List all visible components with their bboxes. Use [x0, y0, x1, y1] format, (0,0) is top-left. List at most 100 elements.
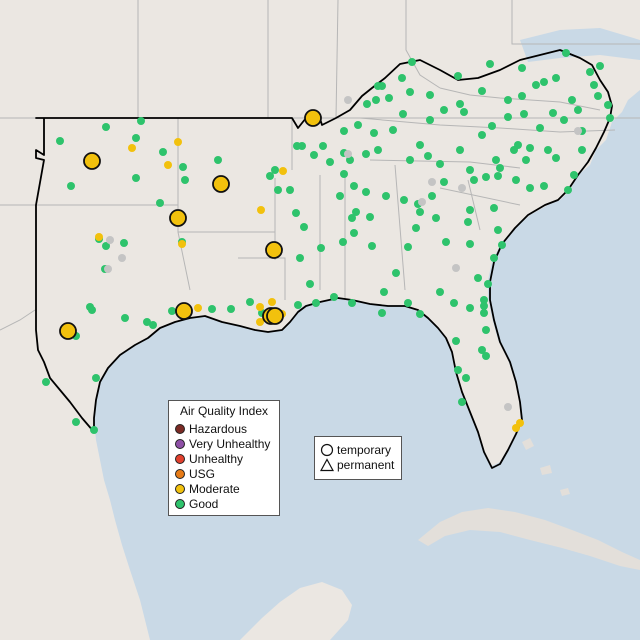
good-monitor-dot[interactable]: [549, 109, 557, 117]
good-monitor-dot[interactable]: [520, 110, 528, 118]
good-monitor-dot[interactable]: [482, 352, 490, 360]
good-monitor-dot[interactable]: [480, 309, 488, 317]
good-monitor-dot[interactable]: [352, 208, 360, 216]
good-monitor-dot[interactable]: [416, 208, 424, 216]
good-monitor-dot[interactable]: [536, 124, 544, 132]
moderate-monitor-dot[interactable]: [164, 161, 172, 169]
good-monitor-dot[interactable]: [374, 82, 382, 90]
good-monitor-dot[interactable]: [574, 106, 582, 114]
good-monitor-dot[interactable]: [490, 204, 498, 212]
moderate-temporary-monitor-dot[interactable]: [59, 322, 77, 340]
good-monitor-dot[interactable]: [570, 171, 578, 179]
good-monitor-dot[interactable]: [440, 106, 448, 114]
good-monitor-dot[interactable]: [340, 170, 348, 178]
good-monitor-dot[interactable]: [156, 199, 164, 207]
good-monitor-dot[interactable]: [432, 214, 440, 222]
good-monitor-dot[interactable]: [578, 146, 586, 154]
good-monitor-dot[interactable]: [606, 114, 614, 122]
good-monitor-dot[interactable]: [560, 116, 568, 124]
good-monitor-dot[interactable]: [456, 146, 464, 154]
no-data-monitor-dot[interactable]: [418, 198, 426, 206]
good-monitor-dot[interactable]: [464, 218, 472, 226]
good-monitor-dot[interactable]: [478, 87, 486, 95]
good-monitor-dot[interactable]: [271, 166, 279, 174]
good-monitor-dot[interactable]: [488, 122, 496, 130]
good-monitor-dot[interactable]: [540, 78, 548, 86]
good-monitor-dot[interactable]: [380, 288, 388, 296]
good-monitor-dot[interactable]: [374, 146, 382, 154]
good-monitor-dot[interactable]: [92, 374, 100, 382]
good-monitor-dot[interactable]: [526, 184, 534, 192]
good-monitor-dot[interactable]: [274, 186, 282, 194]
good-monitor-dot[interactable]: [562, 49, 570, 57]
good-monitor-dot[interactable]: [474, 274, 482, 282]
good-monitor-dot[interactable]: [336, 192, 344, 200]
good-monitor-dot[interactable]: [121, 314, 129, 322]
moderate-temporary-monitor-dot[interactable]: [304, 109, 322, 127]
no-data-monitor-dot[interactable]: [458, 184, 466, 192]
good-monitor-dot[interactable]: [462, 374, 470, 382]
good-monitor-dot[interactable]: [568, 96, 576, 104]
good-monitor-dot[interactable]: [470, 176, 478, 184]
good-monitor-dot[interactable]: [350, 229, 358, 237]
good-monitor-dot[interactable]: [286, 186, 294, 194]
good-monitor-dot[interactable]: [56, 137, 64, 145]
good-monitor-dot[interactable]: [454, 366, 462, 374]
moderate-temporary-monitor-dot[interactable]: [169, 209, 187, 227]
good-monitor-dot[interactable]: [399, 110, 407, 118]
good-monitor-dot[interactable]: [363, 100, 371, 108]
good-monitor-dot[interactable]: [102, 123, 110, 131]
good-monitor-dot[interactable]: [330, 293, 338, 301]
good-monitor-dot[interactable]: [490, 254, 498, 262]
good-monitor-dot[interactable]: [456, 100, 464, 108]
good-monitor-dot[interactable]: [317, 244, 325, 252]
good-monitor-dot[interactable]: [406, 88, 414, 96]
good-monitor-dot[interactable]: [504, 96, 512, 104]
good-monitor-dot[interactable]: [294, 301, 302, 309]
good-monitor-dot[interactable]: [143, 318, 151, 326]
moderate-temporary-monitor-dot[interactable]: [266, 307, 284, 325]
good-monitor-dot[interactable]: [354, 121, 362, 129]
moderate-monitor-dot[interactable]: [174, 138, 182, 146]
good-monitor-dot[interactable]: [298, 142, 306, 150]
moderate-monitor-dot[interactable]: [95, 233, 103, 241]
moderate-temporary-monitor-dot[interactable]: [175, 302, 193, 320]
good-monitor-dot[interactable]: [496, 164, 504, 172]
good-monitor-dot[interactable]: [482, 326, 490, 334]
moderate-monitor-dot[interactable]: [279, 167, 287, 175]
good-monitor-dot[interactable]: [370, 129, 378, 137]
good-monitor-dot[interactable]: [586, 68, 594, 76]
good-monitor-dot[interactable]: [526, 144, 534, 152]
good-monitor-dot[interactable]: [168, 307, 176, 315]
good-monitor-dot[interactable]: [149, 321, 157, 329]
good-monitor-dot[interactable]: [512, 176, 520, 184]
good-monitor-dot[interactable]: [460, 108, 468, 116]
good-monitor-dot[interactable]: [67, 182, 75, 190]
moderate-monitor-dot[interactable]: [257, 206, 265, 214]
no-data-monitor-dot[interactable]: [344, 150, 352, 158]
good-monitor-dot[interactable]: [424, 152, 432, 160]
no-data-monitor-dot[interactable]: [106, 236, 114, 244]
good-monitor-dot[interactable]: [350, 182, 358, 190]
good-monitor-dot[interactable]: [466, 304, 474, 312]
good-monitor-dot[interactable]: [552, 74, 560, 82]
good-monitor-dot[interactable]: [88, 306, 96, 314]
good-monitor-dot[interactable]: [398, 74, 406, 82]
good-monitor-dot[interactable]: [208, 305, 216, 313]
good-monitor-dot[interactable]: [378, 309, 386, 317]
good-monitor-dot[interactable]: [440, 178, 448, 186]
good-monitor-dot[interactable]: [466, 206, 474, 214]
good-monitor-dot[interactable]: [404, 299, 412, 307]
moderate-temporary-monitor-dot[interactable]: [83, 152, 101, 170]
no-data-monitor-dot[interactable]: [344, 96, 352, 104]
good-monitor-dot[interactable]: [478, 346, 486, 354]
good-monitor-dot[interactable]: [42, 378, 50, 386]
moderate-temporary-monitor-dot[interactable]: [212, 175, 230, 193]
good-monitor-dot[interactable]: [518, 64, 526, 72]
good-monitor-dot[interactable]: [132, 174, 140, 182]
good-monitor-dot[interactable]: [518, 92, 526, 100]
good-monitor-dot[interactable]: [484, 280, 492, 288]
good-monitor-dot[interactable]: [482, 173, 490, 181]
good-monitor-dot[interactable]: [181, 176, 189, 184]
good-monitor-dot[interactable]: [466, 166, 474, 174]
